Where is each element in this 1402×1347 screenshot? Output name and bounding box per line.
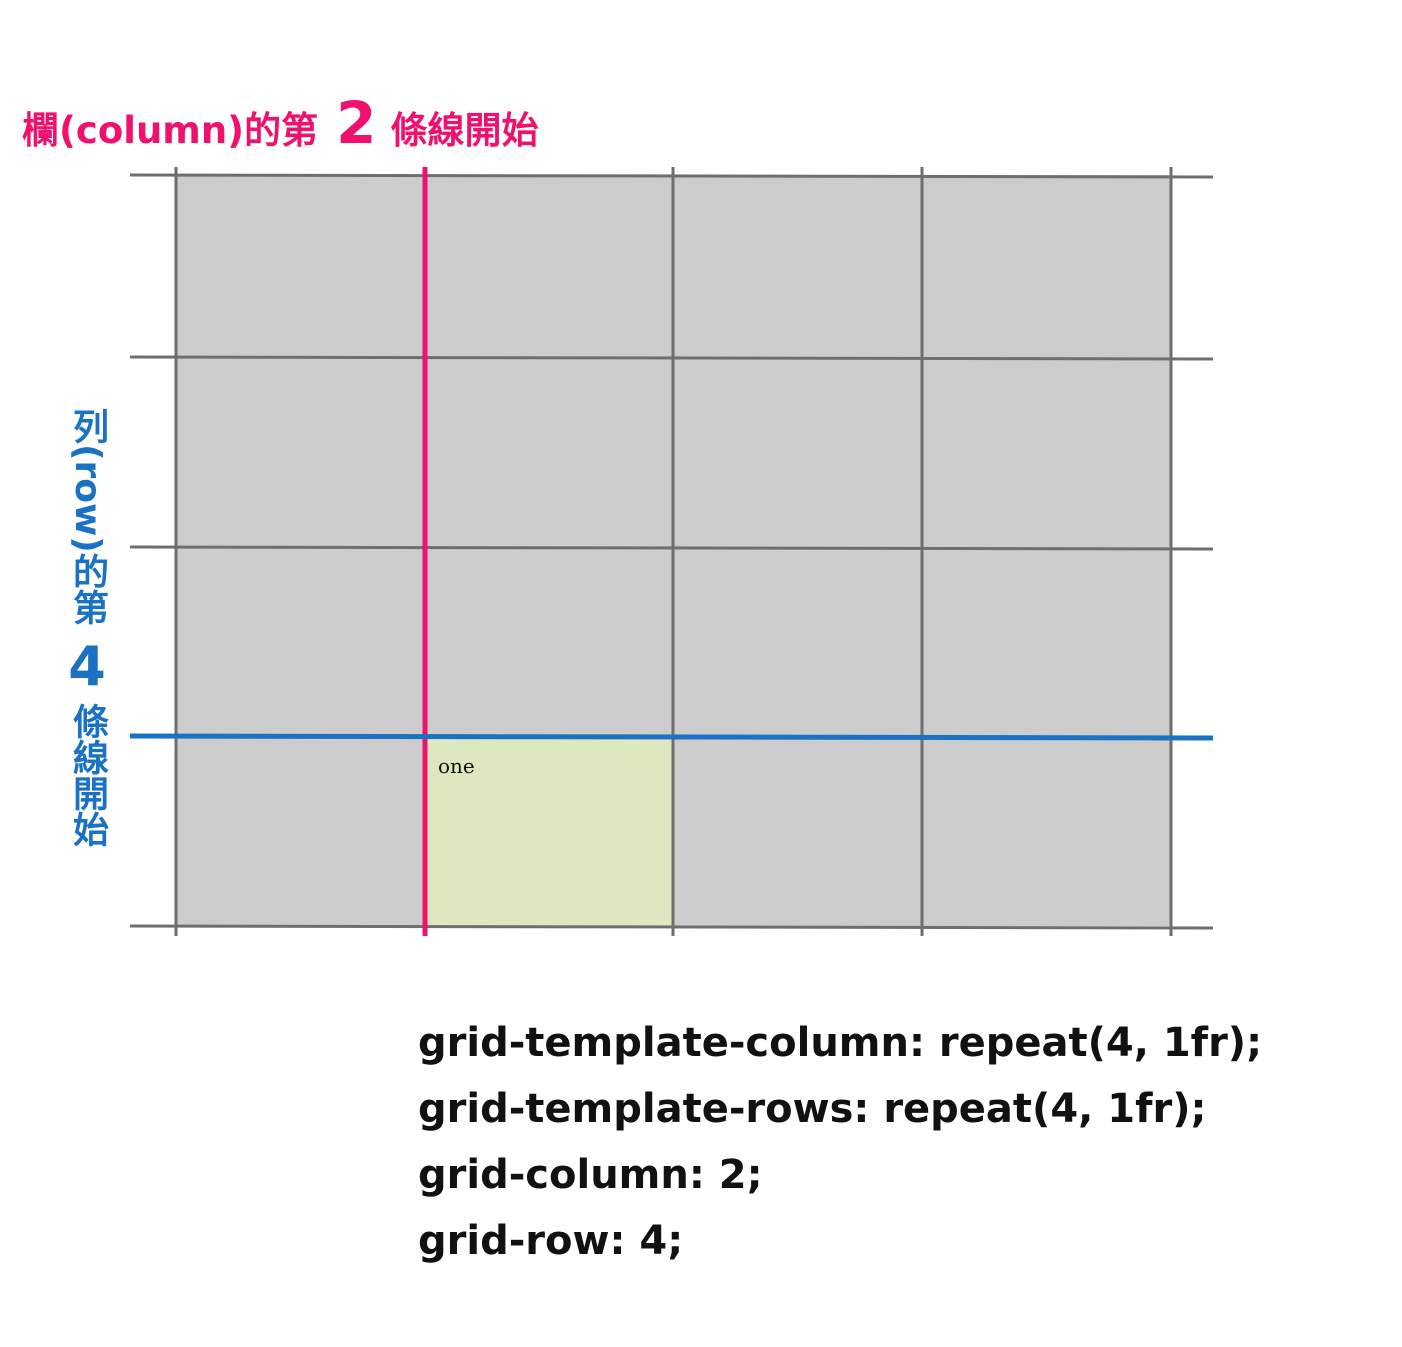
css-code-block: grid-template-column: repeat(4, 1fr); gr…	[418, 1010, 1262, 1274]
column-caption-prefix: 欄(column)的第	[22, 109, 319, 152]
code-line: grid-template-rows: repeat(4, 1fr);	[418, 1086, 1207, 1132]
code-line: grid-column: 2;	[418, 1152, 763, 1198]
column-caption-number: 2	[336, 89, 377, 157]
column-line-caption: 欄(column)的第 2 條線開始	[22, 88, 538, 166]
row-line-highlight	[129, 733, 1214, 741]
grid-item-one	[425, 736, 673, 926]
code-line: grid-template-column: repeat(4, 1fr);	[418, 1020, 1263, 1066]
column-caption-suffix: 條線開始	[390, 109, 539, 152]
grid-item-label: one	[438, 754, 475, 778]
row-caption-prefix: 列(row)的第	[67, 408, 108, 625]
row-caption-suffix: 條線開始	[67, 702, 108, 847]
row-line-caption: 列(row)的第 4條線開始	[52, 408, 122, 847]
code-line: grid-row: 4;	[418, 1218, 684, 1264]
row-caption-number: 4	[68, 634, 106, 698]
